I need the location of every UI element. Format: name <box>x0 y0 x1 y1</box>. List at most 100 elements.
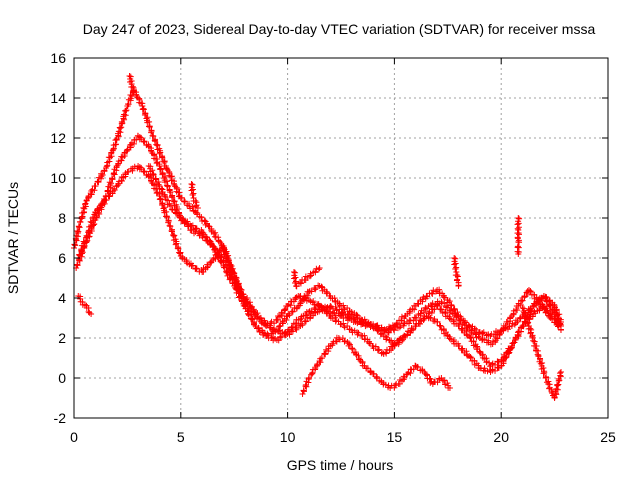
data-point <box>541 369 548 376</box>
x-tick-label: 5 <box>177 429 185 445</box>
y-tick-label: -2 <box>54 410 67 426</box>
data-point <box>454 273 461 280</box>
data-point <box>233 280 240 287</box>
data-point <box>305 289 312 295</box>
data-point <box>88 187 95 194</box>
data-point <box>144 114 151 121</box>
data-point <box>163 213 170 220</box>
data-point <box>157 165 164 172</box>
data-point <box>527 287 534 294</box>
data-point <box>446 313 453 320</box>
data-point <box>281 307 288 314</box>
data-point <box>451 261 458 268</box>
data-point <box>467 334 474 341</box>
data-point <box>327 303 334 309</box>
data-point <box>306 273 313 280</box>
data-point <box>558 319 565 325</box>
data-point <box>345 342 352 349</box>
data-point <box>494 329 501 336</box>
data-point <box>111 171 118 178</box>
data-point <box>308 272 315 279</box>
data-point <box>189 262 196 269</box>
data-point <box>152 176 159 183</box>
chart-title: Day 247 of 2023, Sidereal Day-to-day VTE… <box>83 21 596 37</box>
data-point <box>193 225 200 232</box>
data-point <box>315 266 322 273</box>
data-point <box>452 260 459 267</box>
data-point <box>556 370 563 377</box>
data-point <box>474 344 481 351</box>
plot-frame <box>73 57 609 419</box>
data-point <box>167 223 174 230</box>
data-point <box>106 158 113 165</box>
data-point <box>158 185 165 192</box>
data-point <box>88 311 95 317</box>
data-point <box>494 335 501 342</box>
data-point <box>297 292 304 299</box>
data-point <box>80 238 87 245</box>
data-point <box>331 309 338 316</box>
data-point <box>126 73 133 79</box>
data-point <box>297 316 304 323</box>
y-tick-label: 2 <box>58 330 66 346</box>
data-point <box>96 210 103 217</box>
data-point <box>375 347 382 354</box>
data-point <box>547 310 554 317</box>
data-point <box>515 231 522 238</box>
data-point <box>157 196 164 203</box>
data-point <box>193 265 200 272</box>
data-point <box>540 364 547 371</box>
data-point <box>244 300 251 307</box>
data-point <box>438 306 445 313</box>
data-point <box>125 100 132 107</box>
y-tick-label: 14 <box>50 90 66 106</box>
data-point <box>275 327 282 334</box>
data-point <box>310 298 317 305</box>
data-point <box>456 342 463 349</box>
y-tick-label: 0 <box>58 370 66 386</box>
data-point <box>276 323 283 330</box>
data-point <box>429 300 436 307</box>
data-point <box>202 221 209 228</box>
data-point <box>462 318 469 325</box>
data-point <box>388 337 395 344</box>
data-point <box>311 301 318 308</box>
data-point <box>245 310 252 317</box>
data-point <box>129 83 136 90</box>
data-point <box>372 343 379 350</box>
data-point <box>431 306 438 313</box>
data-point <box>522 310 529 317</box>
data-point <box>264 332 271 339</box>
data-point <box>155 181 162 188</box>
data-point <box>168 227 175 234</box>
data-point <box>106 179 113 186</box>
data-point <box>180 216 187 223</box>
data-point <box>289 308 296 315</box>
y-axis-label: SDTVAR / TECUs <box>5 182 21 294</box>
data-point <box>189 222 196 229</box>
data-point <box>208 240 215 247</box>
data-point <box>417 310 424 317</box>
data-point <box>114 161 121 168</box>
data-point <box>308 308 315 315</box>
data-point <box>427 379 434 386</box>
data-point <box>150 171 157 178</box>
data-point <box>344 322 351 329</box>
data-point <box>533 302 540 309</box>
data-point <box>336 336 343 343</box>
data-point <box>198 214 205 221</box>
data-point <box>108 180 115 187</box>
data-point <box>312 269 319 276</box>
data-point <box>292 274 299 281</box>
data-point <box>456 322 463 329</box>
data-point <box>500 358 507 365</box>
data-point <box>215 234 222 241</box>
data-point <box>519 305 526 311</box>
data-point <box>158 166 165 173</box>
data-point <box>471 325 478 332</box>
data-point <box>555 323 562 330</box>
data-point <box>194 210 201 217</box>
x-tick-label: 25 <box>600 429 616 445</box>
data-point <box>163 214 170 221</box>
